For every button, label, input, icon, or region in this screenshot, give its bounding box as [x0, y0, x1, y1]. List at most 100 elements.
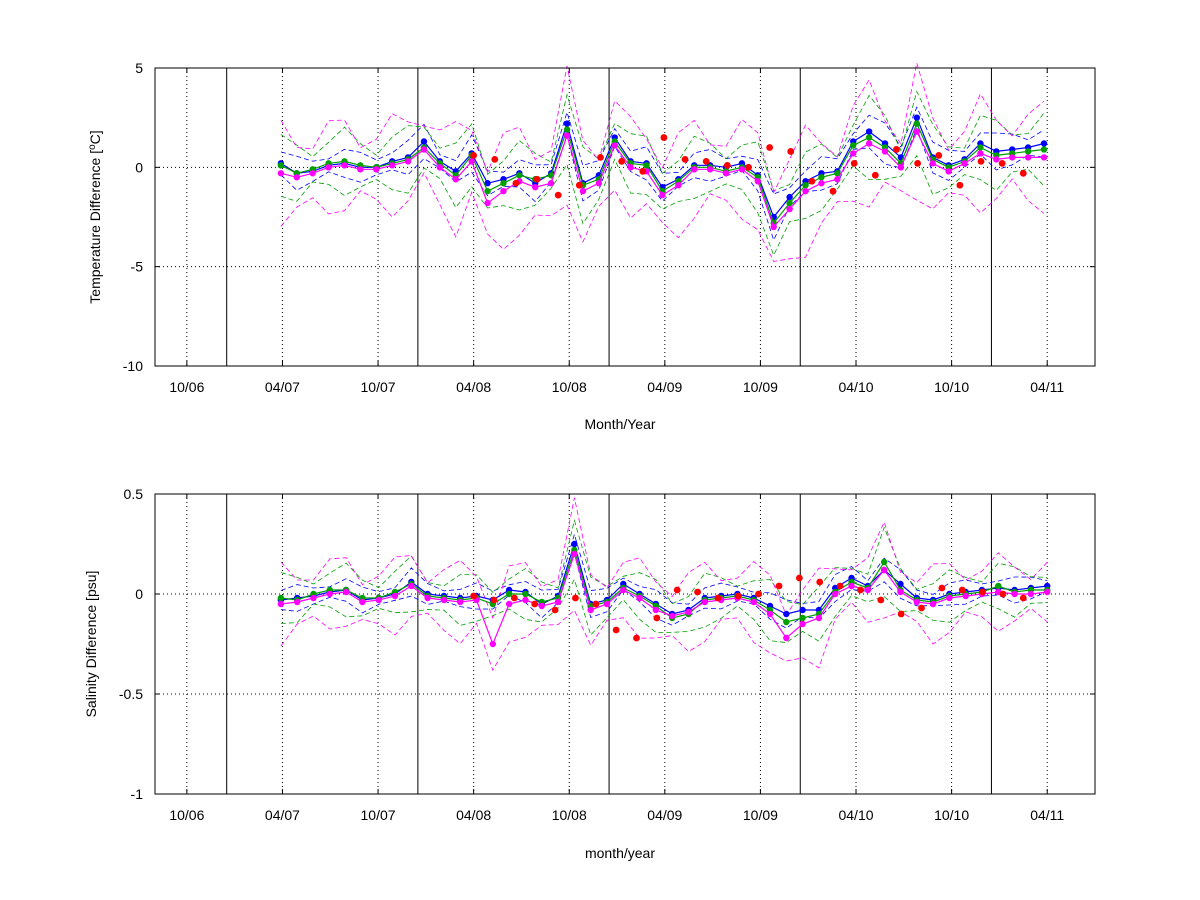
red-observation-marker	[653, 614, 661, 622]
magenta-data-point	[701, 598, 708, 606]
green-data-point	[500, 180, 507, 187]
magenta-data-point	[754, 178, 762, 185]
magenta-data-point	[850, 150, 857, 157]
red-observation-marker	[714, 594, 722, 602]
magenta-data-point	[500, 187, 507, 195]
red-observation-marker	[639, 167, 647, 175]
magenta-data-point	[547, 180, 555, 187]
magenta-data-point	[913, 128, 921, 135]
magenta-data-point	[587, 606, 594, 614]
y-tick-label: -5	[131, 259, 144, 275]
magenta-data-point	[834, 176, 841, 183]
green-data-point	[802, 182, 809, 189]
magenta-data-point	[880, 566, 888, 574]
magenta-data-point	[802, 187, 809, 195]
y-tick-label: -1	[131, 786, 144, 802]
x-tick-label: 10/06	[169, 379, 204, 395]
green-data-point	[643, 162, 650, 169]
magenta-data-point	[815, 614, 823, 622]
x-tick-label: 10/10	[934, 379, 969, 395]
x-tick-label: 04/10	[838, 379, 873, 395]
red-observation-marker	[510, 594, 518, 602]
salinity-year-lines	[226, 494, 992, 794]
magenta-data-point	[722, 170, 730, 177]
red-observation-marker	[470, 592, 478, 600]
magenta-data-point	[659, 191, 666, 199]
x-tick-label: 04/11	[1030, 379, 1064, 395]
magenta-data-point	[595, 180, 603, 187]
red-observation-marker	[836, 582, 844, 590]
y-tick-label: 0	[135, 159, 143, 175]
magenta-data-point	[977, 150, 984, 157]
red-observation-marker	[935, 152, 943, 159]
magenta-data-point	[484, 199, 491, 207]
magenta-data-point	[277, 600, 285, 608]
red-observation-marker	[1019, 169, 1027, 177]
red-observation-marker	[918, 604, 925, 612]
red-observation-marker	[660, 134, 668, 141]
red-observation-marker	[491, 155, 499, 163]
magenta-data-point	[1024, 154, 1032, 161]
green-data-point	[818, 174, 825, 181]
green-data-point	[783, 618, 790, 626]
magenta-data-point	[881, 148, 889, 155]
x-tick-label: 10/08	[552, 379, 587, 395]
red-observation-marker	[956, 181, 964, 189]
magenta-data-point	[532, 184, 539, 191]
red-observation-marker	[850, 159, 858, 167]
red-observation-marker	[673, 586, 681, 594]
magenta-data-point	[554, 598, 562, 606]
y-tick-label: 0	[135, 586, 143, 602]
red-observation-marker	[551, 606, 559, 614]
x-tick-label: 04/07	[265, 807, 300, 823]
magenta-data-point	[897, 588, 904, 596]
green-envelope-line	[280, 90, 1045, 192]
magenta-data-point	[668, 612, 676, 620]
green-data-point	[277, 162, 285, 169]
magenta-data-point	[652, 606, 660, 614]
green-envelope-line	[280, 518, 1048, 606]
blue-envelope-line	[280, 127, 1045, 242]
red-observation-marker	[734, 592, 742, 600]
blue-data-point	[420, 138, 428, 145]
blue-data-point	[786, 193, 793, 201]
red-observation-marker	[999, 590, 1007, 598]
red-observation-marker	[998, 159, 1006, 167]
red-observation-marker	[857, 586, 864, 594]
magenta-data-point	[420, 146, 428, 153]
y-tick-label: -0.5	[119, 686, 143, 702]
temperature-grid	[155, 67, 1095, 367]
magenta-data-point	[738, 166, 746, 173]
temperature-y-axis-label: Temperature Difference [oC]	[87, 130, 104, 303]
magenta-data-point	[706, 166, 714, 173]
x-tick-label: 10/08	[552, 807, 587, 823]
magenta-data-point	[627, 164, 634, 171]
magenta-data-point	[962, 592, 969, 600]
magenta-data-point	[325, 164, 332, 171]
y-tick-label: 5	[135, 60, 143, 76]
magenta-data-point	[440, 596, 448, 604]
magenta-data-point	[436, 164, 444, 171]
blue-envelope-line	[280, 552, 1048, 629]
green-data-point	[834, 170, 841, 177]
green-data-point	[516, 172, 523, 179]
red-observation-marker	[618, 157, 626, 165]
red-observation-marker	[694, 588, 701, 596]
magenta-data-point	[522, 596, 529, 604]
magenta-data-point	[293, 174, 300, 181]
green-envelope-line	[280, 154, 1045, 257]
magenta-data-point	[946, 594, 953, 602]
magenta-data-point	[489, 640, 497, 648]
y-tick-label: -10	[123, 358, 143, 374]
red-observation-marker	[755, 590, 763, 598]
temperature-axes-frame	[154, 67, 1096, 367]
salinity-grid	[155, 493, 1095, 795]
magenta-data-point	[424, 594, 431, 602]
temperature-ytick-labels: 5 0 -5 -10	[123, 60, 143, 374]
magenta-data-point	[636, 594, 643, 602]
temperature-series-group	[277, 62, 1048, 262]
magenta-envelope-line	[280, 171, 1045, 262]
x-tick-label: 04/09	[647, 807, 682, 823]
salinity-series-group	[277, 497, 1051, 672]
temperature-ticks	[155, 67, 1095, 367]
